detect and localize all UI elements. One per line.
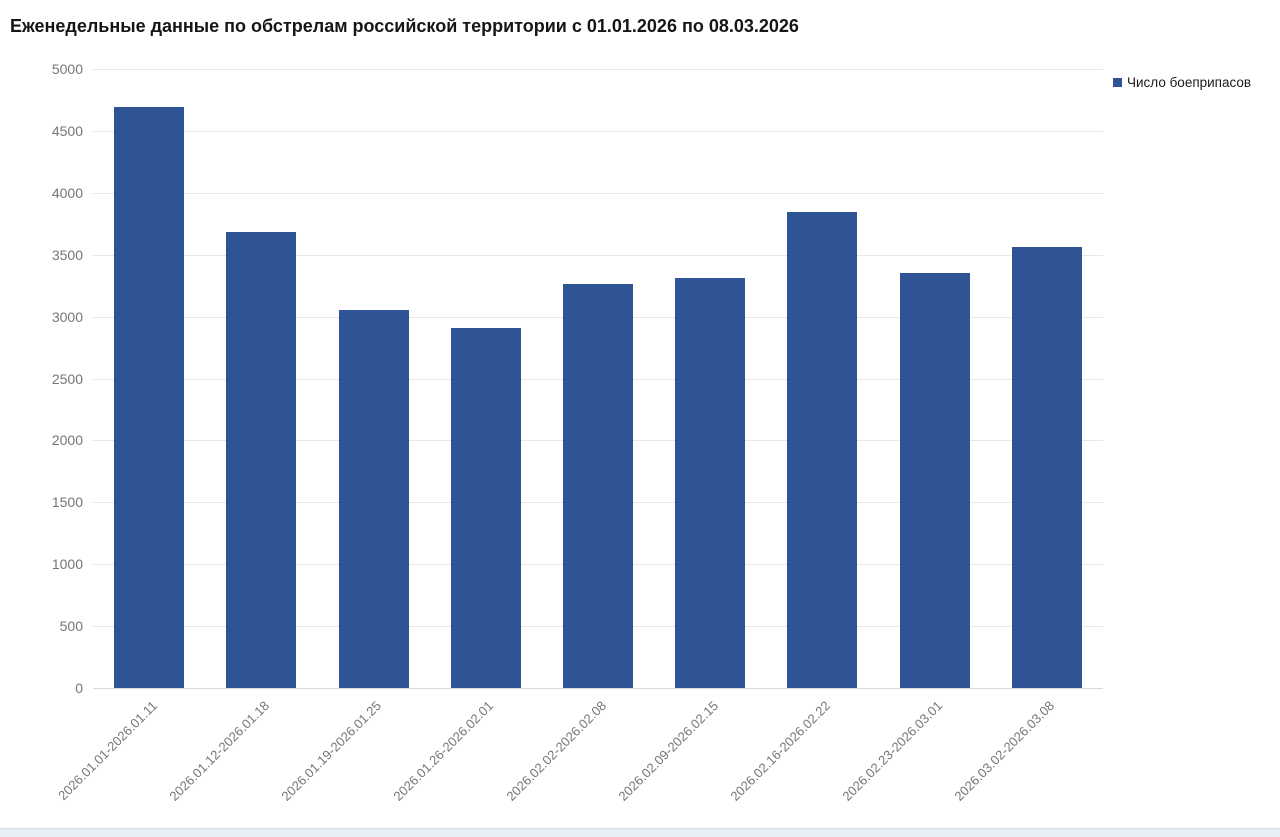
y-axis-tick-label: 1500 bbox=[51, 494, 83, 511]
legend-marker-icon bbox=[1113, 77, 1122, 87]
bottom-ui-strip bbox=[0, 828, 1280, 837]
bar-2026.02.09-2026.02.15 bbox=[675, 278, 746, 688]
y-axis-tick-label: 2500 bbox=[51, 370, 83, 387]
y-axis-tick-label: 500 bbox=[59, 618, 83, 635]
gridline-4000 bbox=[93, 192, 1103, 194]
x-axis-tick-label: 2026.01.12-2026.01.18 bbox=[166, 698, 272, 804]
gridline-0 bbox=[93, 688, 1103, 689]
y-axis-tick-label: 1000 bbox=[51, 556, 83, 573]
x-axis-tick-label: 2026.01.26-2026.02.01 bbox=[390, 698, 497, 804]
bar-2026.02.02-2026.02.08 bbox=[563, 283, 633, 688]
x-axis-tick-label: 2026.02.16-2026.02.22 bbox=[727, 698, 834, 804]
y-axis-tick-label: 0 bbox=[75, 680, 83, 696]
y-axis-tick-label: 5000 bbox=[51, 61, 83, 77]
chart-title: Еженедельные данные по обстрелам российс… bbox=[10, 16, 799, 36]
y-axis-tick-label: 4500 bbox=[51, 122, 83, 139]
bar-2026.01.12-2026.01.18 bbox=[226, 231, 297, 688]
x-axis-tick-label: 2026.01.01-2026.01.11 bbox=[54, 698, 160, 804]
bar-2026.02.23-2026.03.01 bbox=[899, 273, 970, 688]
bar-2026.03.02-2026.03.08 bbox=[1011, 247, 1082, 688]
x-axis-tick-label: 2026.01.19-2026.01.25 bbox=[278, 698, 385, 804]
y-axis-tick-label: 3500 bbox=[51, 246, 83, 263]
gridline-5000 bbox=[93, 69, 1103, 70]
gridline-4500 bbox=[93, 130, 1103, 132]
bar-2026.01.26-2026.02.01 bbox=[450, 327, 521, 688]
bar-2026.01.19-2026.01.25 bbox=[338, 309, 409, 688]
y-axis-tick-label: 2000 bbox=[51, 432, 83, 449]
x-axis-tick-label: 2026.02.09-2026.02.15 bbox=[615, 698, 721, 804]
y-axis-tick-label: 3000 bbox=[51, 308, 83, 325]
x-axis-tick-label: 2026.02.02-2026.02.08 bbox=[502, 698, 609, 804]
x-axis-tick-label: 2026.03.02-2026.03.08 bbox=[951, 698, 1058, 804]
legend-label: Число боеприпасов bbox=[1127, 74, 1252, 90]
bar-2026.01.01-2026.01.11 bbox=[114, 106, 185, 688]
y-axis-tick-label: 4000 bbox=[51, 184, 83, 201]
plot-area: 0 500 1000 1500 2000 2500 3000 3500 4000 4500 5000… bbox=[52, 61, 1103, 804]
legend: Число боеприпасов bbox=[1113, 74, 1251, 90]
bar-2026.02.16-2026.02.22 bbox=[787, 211, 858, 688]
gridline-3500 bbox=[93, 254, 1103, 256]
x-axis-tick-label: 2026.02.23-2026.03.01 bbox=[839, 698, 946, 804]
